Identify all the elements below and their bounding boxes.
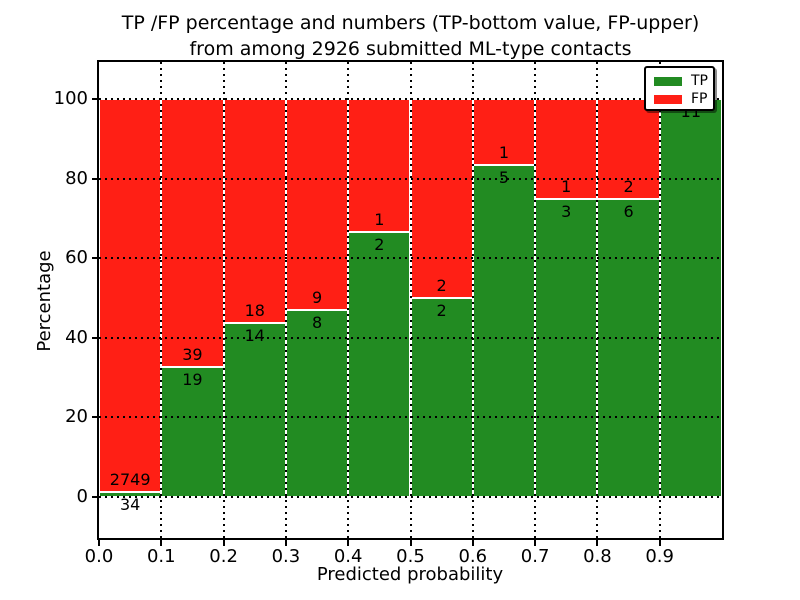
fp-count-label: 2749 [109, 470, 151, 490]
legend-label-tp: TP [691, 73, 708, 89]
bar-fp-segment [285, 99, 349, 310]
tp-count-label: 34 [119, 495, 141, 515]
y-tickmark [92, 98, 98, 100]
x-tick-label: 0.4 [333, 546, 363, 567]
tp-count-label: 2 [436, 301, 447, 320]
y-tick-label: 0 [76, 486, 88, 507]
y-tickmark [92, 496, 98, 498]
y-tick-label: 60 [65, 247, 88, 269]
bar-tp-segment [535, 198, 598, 497]
x-tickmark [160, 540, 163, 546]
chart-title: TP /FP percentage and numbers (TP-bottom… [99, 10, 722, 62]
vertical-gridline [471, 62, 474, 538]
bar-fp-segment [223, 99, 286, 323]
x-tickmark [409, 540, 412, 546]
tp-count-label: 5 [498, 168, 510, 188]
bar-fp-segment [597, 99, 660, 199]
x-tick-label: 0.6 [458, 546, 488, 567]
bar-fp-segment [161, 99, 224, 367]
y-tickmark [92, 336, 98, 339]
legend-item-fp: FP [646, 90, 713, 108]
chart-title-line2: from among 2926 submitted ML-type contac… [189, 38, 632, 60]
vertical-gridline [596, 62, 599, 538]
vertical-gridline [409, 62, 412, 538]
x-tick-label: 0.0 [84, 546, 114, 567]
bar-tp-segment [597, 198, 660, 497]
tp-count-label: 19 [182, 369, 203, 389]
fp-count-label: 2 [436, 276, 447, 295]
y-tick-label: 80 [65, 167, 88, 189]
x-tickmark [658, 540, 661, 546]
y-tick-label: 20 [65, 406, 88, 428]
vertical-gridline [284, 62, 287, 538]
y-tickmark [92, 177, 98, 180]
bar-tp-segment [659, 99, 722, 497]
x-tick-label: 0.2 [209, 546, 238, 567]
tp-count-label: 3 [561, 201, 572, 221]
bar-tp-segment [348, 231, 411, 497]
vertical-gridline [347, 62, 350, 538]
x-tickmark [471, 540, 474, 546]
x-tickmark [347, 540, 350, 546]
x-tickmark [596, 540, 599, 546]
tp-count-label: 8 [311, 312, 323, 332]
chart-title-line1: TP /FP percentage and numbers (TP-bottom… [121, 12, 700, 34]
plot-area: 34 2749 19 39 14 18 8 9 2 1 2 2 5 1 3 1 6 2 11 [97, 60, 724, 540]
fp-count-label: 9 [311, 287, 323, 307]
vertical-gridline [534, 62, 537, 538]
x-tick-label: 0.3 [271, 546, 301, 567]
vertical-gridline [222, 62, 225, 538]
fp-count-label: 2 [623, 176, 634, 196]
x-tick-label: 0.9 [645, 546, 674, 567]
x-tickmark [534, 540, 537, 546]
x-tickmark [222, 540, 225, 546]
tp-count-label: 2 [374, 234, 385, 254]
bar-fp-segment [410, 99, 473, 298]
plot-inner: 34 2749 19 39 14 18 8 9 2 1 2 2 5 1 3 1 6 2 11 [99, 62, 722, 538]
bar-tp-segment [472, 165, 536, 497]
tp-count-label: 6 [623, 201, 634, 221]
x-tickmark [284, 540, 287, 546]
x-tick-label: 0.5 [396, 546, 425, 567]
x-axis-label: Predicted probability [316, 564, 504, 585]
y-tick-label: 40 [65, 326, 88, 348]
x-tickmark [98, 540, 100, 546]
y-tickmark [92, 257, 98, 260]
tp-count-label: 14 [244, 325, 265, 345]
bar-fp-segment [99, 99, 162, 493]
fp-count-label: 1 [561, 176, 572, 196]
fp-count-label: 18 [244, 300, 265, 320]
vertical-gridline [160, 62, 163, 538]
legend-label-fp: FP [691, 91, 708, 107]
fp-color-swatch [654, 94, 682, 104]
legend-item-tp: TP [646, 72, 713, 90]
x-tick-label: 0.8 [583, 546, 612, 567]
y-tick-label: 100 [53, 88, 88, 109]
x-tick-label: 0.7 [520, 546, 550, 567]
fp-count-label: 1 [374, 209, 385, 229]
y-tickmark [92, 416, 98, 419]
bar-tp-segment [223, 322, 286, 497]
vertical-gridline [658, 62, 661, 538]
tp-color-swatch [654, 76, 682, 86]
fp-count-label: 1 [498, 143, 510, 163]
legend: TP FP [644, 66, 715, 111]
fp-count-label: 39 [182, 344, 203, 364]
x-tick-label: 0.1 [146, 546, 176, 567]
bar-tp-segment [410, 298, 473, 497]
